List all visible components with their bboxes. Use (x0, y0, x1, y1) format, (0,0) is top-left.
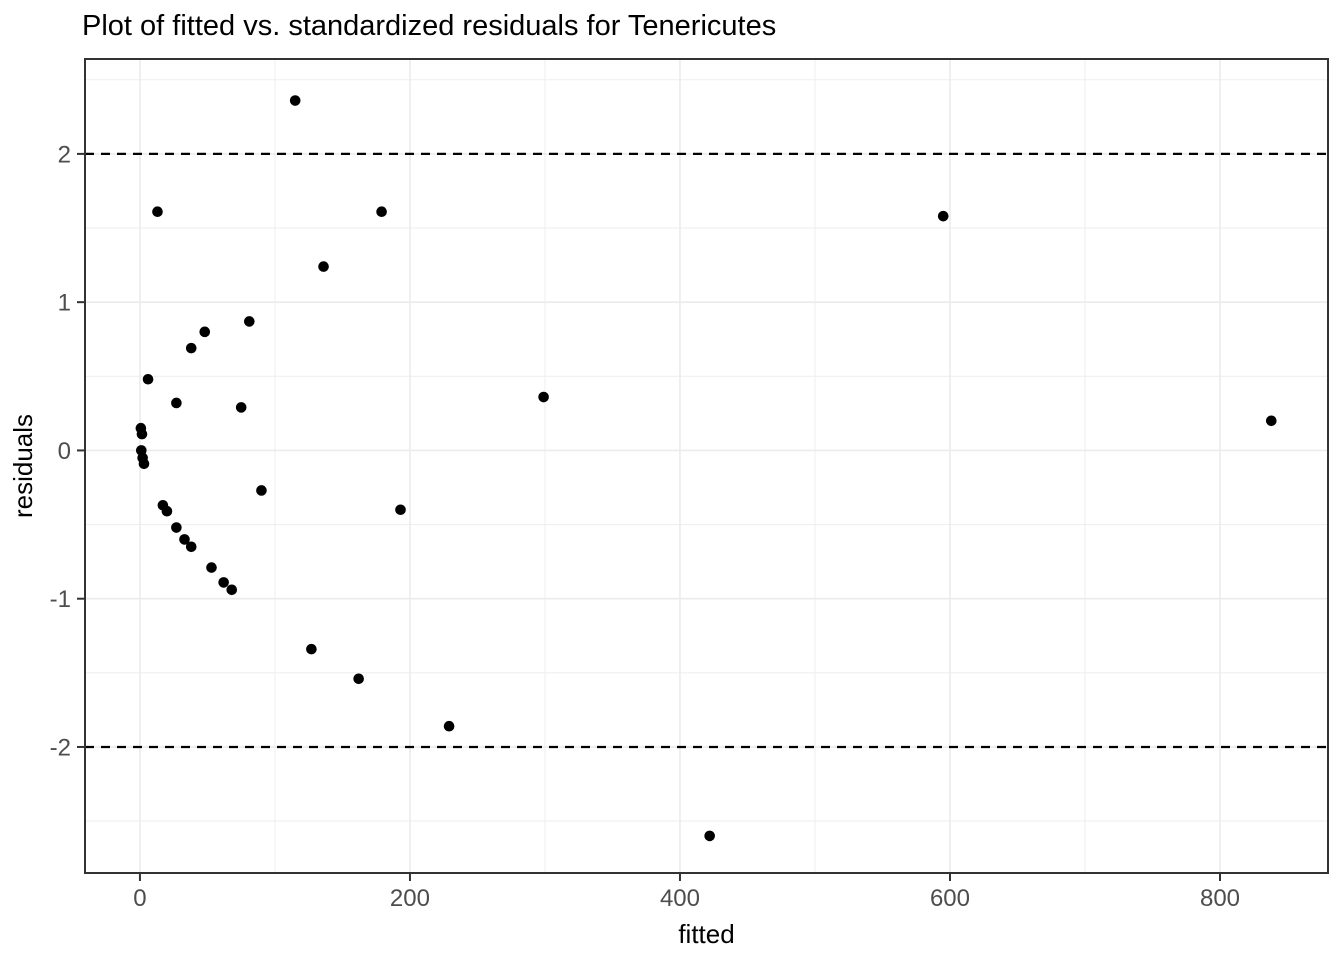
data-point (152, 206, 163, 218)
data-point (179, 534, 190, 545)
data-point (353, 673, 364, 685)
data-point (185, 541, 197, 553)
data-point (306, 643, 317, 655)
data-point (538, 391, 549, 403)
y-tick-label: 0 (58, 438, 71, 465)
data-point (289, 95, 301, 106)
x-tick-label: 200 (390, 885, 430, 912)
data-point (138, 458, 150, 470)
data-point (136, 428, 148, 440)
data-point (244, 316, 255, 327)
y-tick-label: 1 (58, 290, 71, 317)
data-point (226, 584, 238, 596)
data-point (256, 485, 267, 496)
plot-title: Plot of fitted vs. standardized residual… (82, 10, 777, 42)
data-point (376, 206, 387, 218)
data-point (443, 720, 455, 732)
data-point (185, 342, 197, 354)
data-point (318, 261, 329, 272)
data-point (1265, 415, 1277, 427)
x-axis-title: fitted (678, 919, 734, 949)
data-point (937, 210, 949, 222)
data-point (218, 577, 229, 588)
data-point (235, 402, 247, 413)
data-point (206, 562, 217, 573)
data-point (199, 326, 211, 338)
data-point (704, 830, 715, 842)
data-point (171, 397, 182, 409)
panel-background (85, 59, 1328, 873)
y-axis-title: residuals (8, 414, 38, 518)
x-tick-label: 0 (133, 885, 146, 912)
data-point (142, 373, 154, 385)
x-tick-label: 800 (1200, 885, 1240, 912)
y-tick-label: 2 (58, 141, 71, 168)
x-tick-label: 600 (930, 885, 970, 912)
panel-border (84, 58, 1329, 874)
x-tick-label: 400 (660, 885, 700, 912)
y-tick-label: -2 (50, 734, 71, 761)
data-point (161, 505, 173, 517)
y-tick-label: -1 (50, 586, 71, 613)
data-point (395, 504, 406, 516)
data-point (171, 522, 182, 533)
